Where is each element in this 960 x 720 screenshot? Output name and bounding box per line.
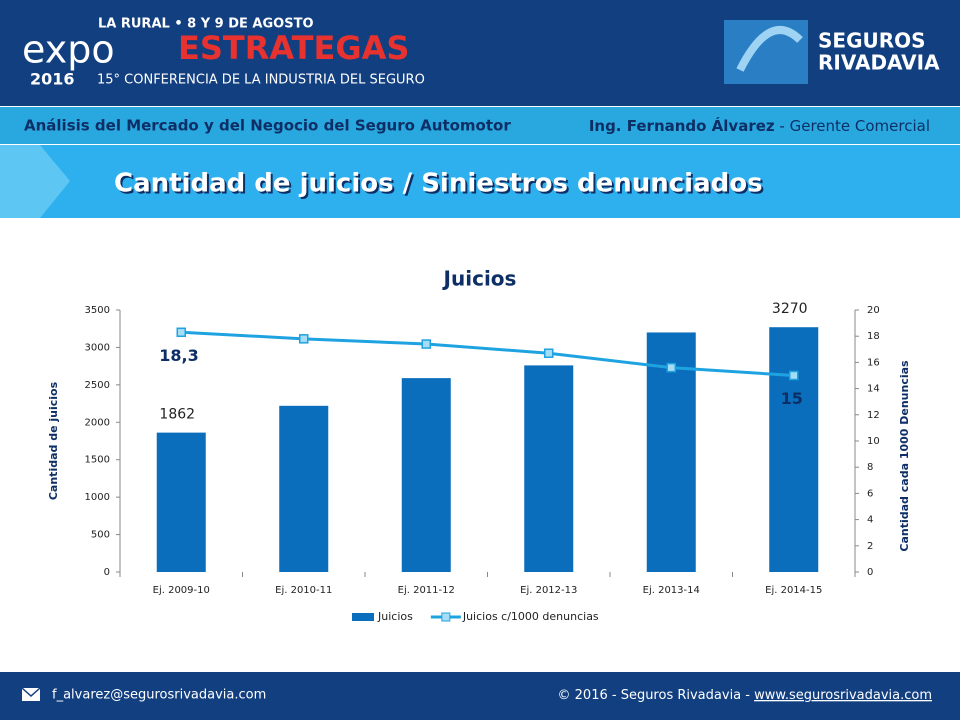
x-tick-label: Ej. 2014-15 xyxy=(765,585,822,596)
line-marker xyxy=(421,339,431,349)
bar xyxy=(524,365,574,572)
legend-swatch-marker xyxy=(441,612,451,622)
line xyxy=(181,330,794,377)
bar xyxy=(401,378,451,572)
event-line: LA RURAL • 8 Y 9 DE AGOSTO xyxy=(98,17,314,32)
y-tick-label: 0 xyxy=(104,567,110,578)
bar xyxy=(769,327,819,572)
y2-tick-label: 6 xyxy=(867,488,873,499)
y2-tick-label: 10 xyxy=(867,436,880,447)
footer-band xyxy=(0,672,960,720)
y2-tick-label: 4 xyxy=(867,515,873,526)
y2-tick-label: 18 xyxy=(867,331,880,342)
line-marker xyxy=(544,348,554,358)
legend-swatch xyxy=(352,613,374,621)
role: - Gerente Comercial xyxy=(775,117,930,135)
bar-label: 3270 xyxy=(772,301,808,317)
strip-left: Análisis del Mercado y del Negocio del S… xyxy=(24,117,511,135)
title-band xyxy=(0,145,960,218)
legend-label: Juicios c/1000 denuncias xyxy=(462,610,599,623)
chart: Juicios Cantidad de juicios Cantidad cada … xyxy=(47,267,911,624)
copyright: © 2016 - Seguros Rivadavia - xyxy=(558,688,755,703)
y-tick-label: 1000 xyxy=(85,492,110,503)
legend-label: Juicios xyxy=(377,610,413,623)
line-label: 18,3 xyxy=(159,346,198,365)
info-strip xyxy=(0,107,960,144)
y2-tick-label: 2 xyxy=(867,541,873,552)
y2-axis-label: Cantidad cada 1000 Denuncias xyxy=(898,360,911,552)
x-tick-label: Ej. 2012-13 xyxy=(520,585,577,596)
y2-tick-label: 14 xyxy=(867,384,880,395)
y2-tick-label: 16 xyxy=(867,357,880,368)
conference: 15° CONFERENCIA DE LA INDUSTRIA DEL SEGU… xyxy=(97,73,425,88)
estrategas: ESTRATEGAS xyxy=(178,29,409,67)
x-tick-label: Ej. 2011-12 xyxy=(398,585,455,596)
footer-right: © 2016 - Seguros Rivadavia - www.seguros… xyxy=(558,688,932,703)
line-marker xyxy=(299,334,309,344)
brand-top: SEGUROS xyxy=(818,29,926,53)
title-arrow xyxy=(0,145,70,218)
y-tick-label: 2000 xyxy=(85,417,110,428)
y-tick-label: 3000 xyxy=(85,342,110,353)
y2-tick-label: 20 xyxy=(867,305,880,316)
y2-tick-label: 0 xyxy=(867,567,873,578)
slide-title-shadow: Cantidad de juicios / Siniestros denunci… xyxy=(116,171,765,201)
line-marker xyxy=(789,370,799,381)
x-tick-label: Ej. 2009-10 xyxy=(153,585,210,596)
bar-label: 1862 xyxy=(159,407,195,423)
y2-tick-label: 8 xyxy=(867,462,873,473)
strip-right: Ing. Fernando Álvarez - Gerente Comercia… xyxy=(589,116,930,135)
bar xyxy=(156,432,206,572)
logo-mark xyxy=(724,20,808,84)
expo: expo xyxy=(22,28,115,72)
y-tick-label: 3500 xyxy=(85,305,110,316)
y-axis-label: Cantidad de juicios xyxy=(47,381,60,500)
author: Ing. Fernando Álvarez xyxy=(589,116,775,135)
slide-title: Cantidad de juicios / Siniestros denunci… xyxy=(114,169,763,199)
website: www.segurosrivadavia.com xyxy=(754,688,932,703)
y-tick-label: 1500 xyxy=(85,455,110,466)
email: f_alvarez@segurosrivadavia.com xyxy=(52,688,266,703)
x-tick-label: Ej. 2013-14 xyxy=(643,585,700,596)
mail-flap xyxy=(21,687,41,698)
year: 2016 xyxy=(30,70,75,89)
y-tick-label: 500 xyxy=(91,530,110,541)
line-marker xyxy=(666,362,676,373)
bar xyxy=(279,405,329,572)
line-marker xyxy=(176,327,186,338)
chart-title: Juicios xyxy=(442,267,517,291)
brand-bottom: RIVADAVIA xyxy=(818,51,940,75)
line-label: 15 xyxy=(781,389,803,408)
x-tick-label: Ej. 2010-11 xyxy=(275,585,332,596)
y2-tick-label: 12 xyxy=(867,410,880,421)
y-tick-label: 2500 xyxy=(85,380,110,391)
logo-swirl xyxy=(736,26,803,72)
